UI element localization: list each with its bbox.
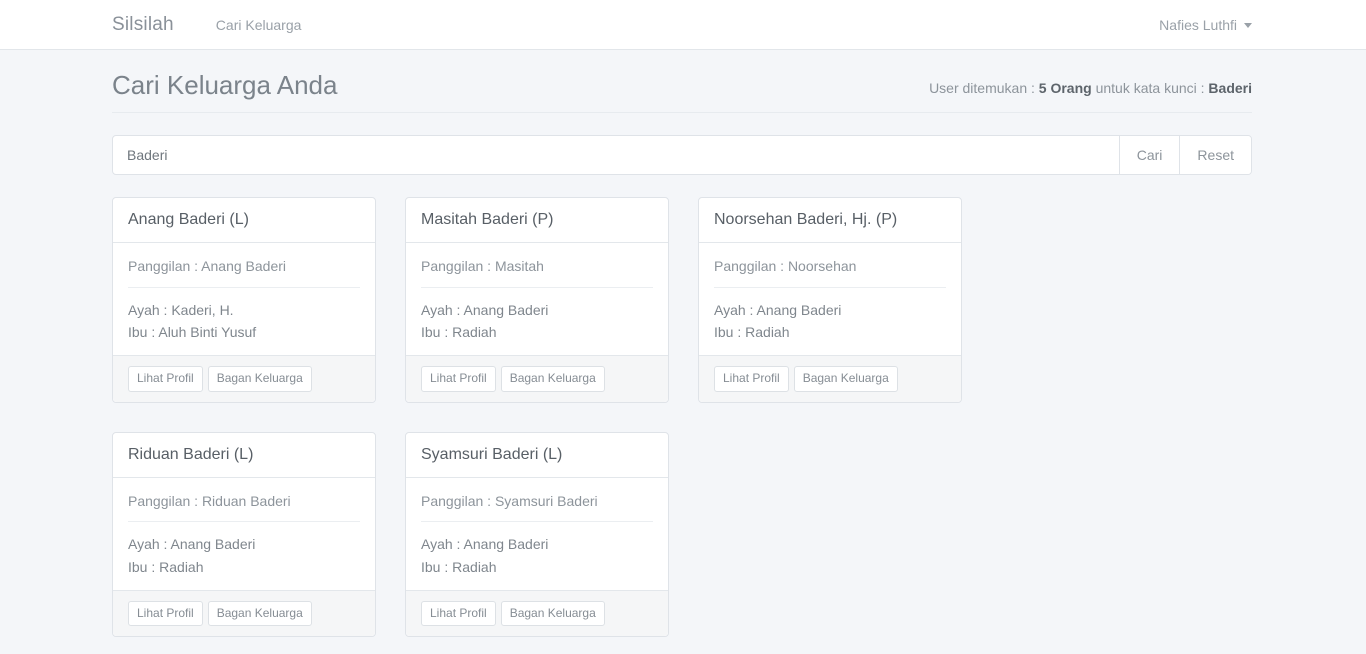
nav-item-cari-keluarga[interactable]: Cari Keluarga bbox=[215, 16, 302, 33]
person-card-actions: Lihat Profil Bagan Keluarga bbox=[699, 355, 961, 402]
search-row: Cari Reset bbox=[112, 113, 1252, 176]
person-father: Ayah : Anang Baderi bbox=[421, 301, 549, 318]
result-keyword: Baderi bbox=[1208, 80, 1252, 97]
view-profile-button[interactable]: Lihat Profil bbox=[421, 600, 496, 627]
person-parents: Ayah : Anang Baderi Ibu : Radiah bbox=[128, 533, 360, 578]
family-chart-button[interactable]: Bagan Keluarga bbox=[500, 600, 605, 627]
person-nickname: Panggilan : Noorsehan bbox=[714, 257, 946, 288]
person-father: Ayah : Anang Baderi bbox=[714, 301, 842, 318]
person-card-actions: Lihat Profil Bagan Keluarga bbox=[113, 355, 375, 402]
person-details: Panggilan : Masitah Ayah : Anang Baderi … bbox=[406, 243, 668, 355]
person-parents: Ayah : Anang Baderi Ibu : Radiah bbox=[421, 533, 653, 578]
person-card: Anang Baderi (L) Panggilan : Anang Bader… bbox=[112, 197, 376, 403]
person-father: Ayah : Anang Baderi bbox=[421, 536, 549, 553]
person-parents: Ayah : Kaderi, H. Ibu : Aluh Binti Yusuf bbox=[128, 299, 360, 344]
person-card: Noorsehan Baderi, Hj. (P) Panggilan : No… bbox=[698, 197, 962, 403]
person-father: Ayah : Kaderi, H. bbox=[128, 301, 234, 318]
person-nickname: Panggilan : Anang Baderi bbox=[128, 257, 360, 288]
person-mother: Ibu : Radiah bbox=[421, 323, 497, 340]
view-profile-button[interactable]: Lihat Profil bbox=[714, 366, 789, 392]
result-middle: untuk kata kunci : bbox=[1091, 80, 1209, 97]
person-nickname: Panggilan : Masitah bbox=[421, 257, 653, 288]
person-nickname: Panggilan : Syamsuri Baderi bbox=[421, 492, 653, 523]
person-mother: Ibu : Radiah bbox=[714, 323, 790, 340]
person-name: Riduan Baderi (L) bbox=[113, 432, 375, 478]
family-chart-button[interactable]: Bagan Keluarga bbox=[207, 366, 312, 392]
search-submit-button[interactable]: Cari bbox=[1118, 136, 1180, 175]
top-navbar: Silsilah Cari Keluarga Nafies Luthfi bbox=[0, 0, 1366, 50]
person-name: Noorsehan Baderi, Hj. (P) bbox=[699, 198, 961, 244]
view-profile-button[interactable]: Lihat Profil bbox=[128, 366, 203, 392]
user-name-label: Nafies Luthfi bbox=[1159, 16, 1237, 33]
person-nickname: Panggilan : Riduan Baderi bbox=[128, 492, 360, 523]
person-mother: Ibu : Aluh Binti Yusuf bbox=[128, 323, 257, 340]
main-container: Cari Keluarga Anda User ditemukan : 5 Or… bbox=[0, 50, 1366, 638]
person-card-actions: Lihat Profil Bagan Keluarga bbox=[406, 589, 668, 637]
person-father: Ayah : Anang Baderi bbox=[128, 536, 256, 553]
person-parents: Ayah : Anang Baderi Ibu : Radiah bbox=[421, 299, 653, 344]
search-input[interactable] bbox=[113, 136, 1119, 175]
result-prefix: User ditemukan : bbox=[929, 80, 1039, 97]
person-name: Syamsuri Baderi (L) bbox=[406, 432, 668, 478]
search-result-summary: User ditemukan : 5 Orang untuk kata kunc… bbox=[929, 80, 1252, 101]
user-menu[interactable]: Nafies Luthfi bbox=[1159, 18, 1252, 32]
view-profile-button[interactable]: Lihat Profil bbox=[128, 600, 203, 627]
page-header: Cari Keluarga Anda User ditemukan : 5 Or… bbox=[112, 50, 1252, 114]
person-card-actions: Lihat Profil Bagan Keluarga bbox=[406, 355, 668, 402]
family-chart-button[interactable]: Bagan Keluarga bbox=[500, 366, 605, 392]
search-input-group: Cari Reset bbox=[112, 135, 1252, 176]
person-card-actions: Lihat Profil Bagan Keluarga bbox=[113, 589, 375, 637]
person-card: Riduan Baderi (L) Panggilan : Riduan Bad… bbox=[112, 431, 376, 638]
brand-link[interactable]: Silsilah bbox=[112, 14, 174, 35]
person-details: Panggilan : Noorsehan Ayah : Anang Bader… bbox=[699, 243, 961, 355]
navbar-links: Cari Keluarga bbox=[216, 18, 302, 32]
family-chart-button[interactable]: Bagan Keluarga bbox=[793, 366, 898, 392]
page-title: Cari Keluarga Anda bbox=[112, 70, 338, 100]
navbar-inner: Silsilah Cari Keluarga Nafies Luthfi bbox=[0, 15, 1366, 34]
chevron-down-icon bbox=[1244, 22, 1252, 28]
result-count: 5 Orang bbox=[1038, 80, 1092, 97]
person-mother: Ibu : Radiah bbox=[128, 558, 204, 575]
results-grid: Anang Baderi (L) Panggilan : Anang Bader… bbox=[112, 197, 1252, 638]
person-card: Masitah Baderi (P) Panggilan : Masitah A… bbox=[405, 197, 669, 403]
person-card: Syamsuri Baderi (L) Panggilan : Syamsuri… bbox=[405, 431, 669, 638]
person-mother: Ibu : Radiah bbox=[421, 558, 497, 575]
view-profile-button[interactable]: Lihat Profil bbox=[421, 366, 496, 392]
person-parents: Ayah : Anang Baderi Ibu : Radiah bbox=[714, 299, 946, 344]
family-chart-button[interactable]: Bagan Keluarga bbox=[207, 600, 312, 627]
person-details: Panggilan : Anang Baderi Ayah : Kaderi, … bbox=[113, 243, 375, 355]
person-details: Panggilan : Riduan Baderi Ayah : Anang B… bbox=[113, 478, 375, 590]
person-details: Panggilan : Syamsuri Baderi Ayah : Anang… bbox=[406, 478, 668, 590]
person-name: Masitah Baderi (P) bbox=[406, 198, 668, 244]
search-reset-button[interactable]: Reset bbox=[1179, 136, 1251, 175]
person-name: Anang Baderi (L) bbox=[113, 198, 375, 244]
